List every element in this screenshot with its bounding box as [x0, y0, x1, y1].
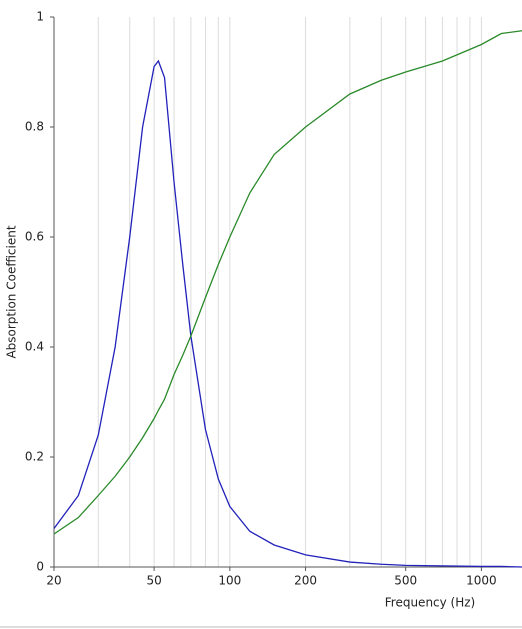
data-line	[53, 30, 522, 535]
x-tick-label: 500	[394, 574, 417, 588]
y-tick-label: 0	[36, 560, 44, 574]
x-axis-label: Frequency (Hz)	[385, 596, 476, 610]
x-tick-label: 20	[46, 574, 61, 588]
x-tick-label: 100	[218, 574, 241, 588]
y-tick-label: 1	[36, 10, 44, 24]
y-tick-label: 0.6	[25, 230, 44, 244]
x-tick-label: 50	[146, 574, 161, 588]
data-line	[53, 59, 522, 568]
y-tick-label: 0.4	[25, 340, 44, 354]
y-tick-label: 0.8	[25, 120, 44, 134]
y-tick-label: 0.2	[25, 450, 44, 464]
x-tick-label: 200	[294, 574, 317, 588]
y-axis-label: Absorption Coefficient	[5, 225, 19, 358]
x-tick-label: 1000	[466, 574, 497, 588]
